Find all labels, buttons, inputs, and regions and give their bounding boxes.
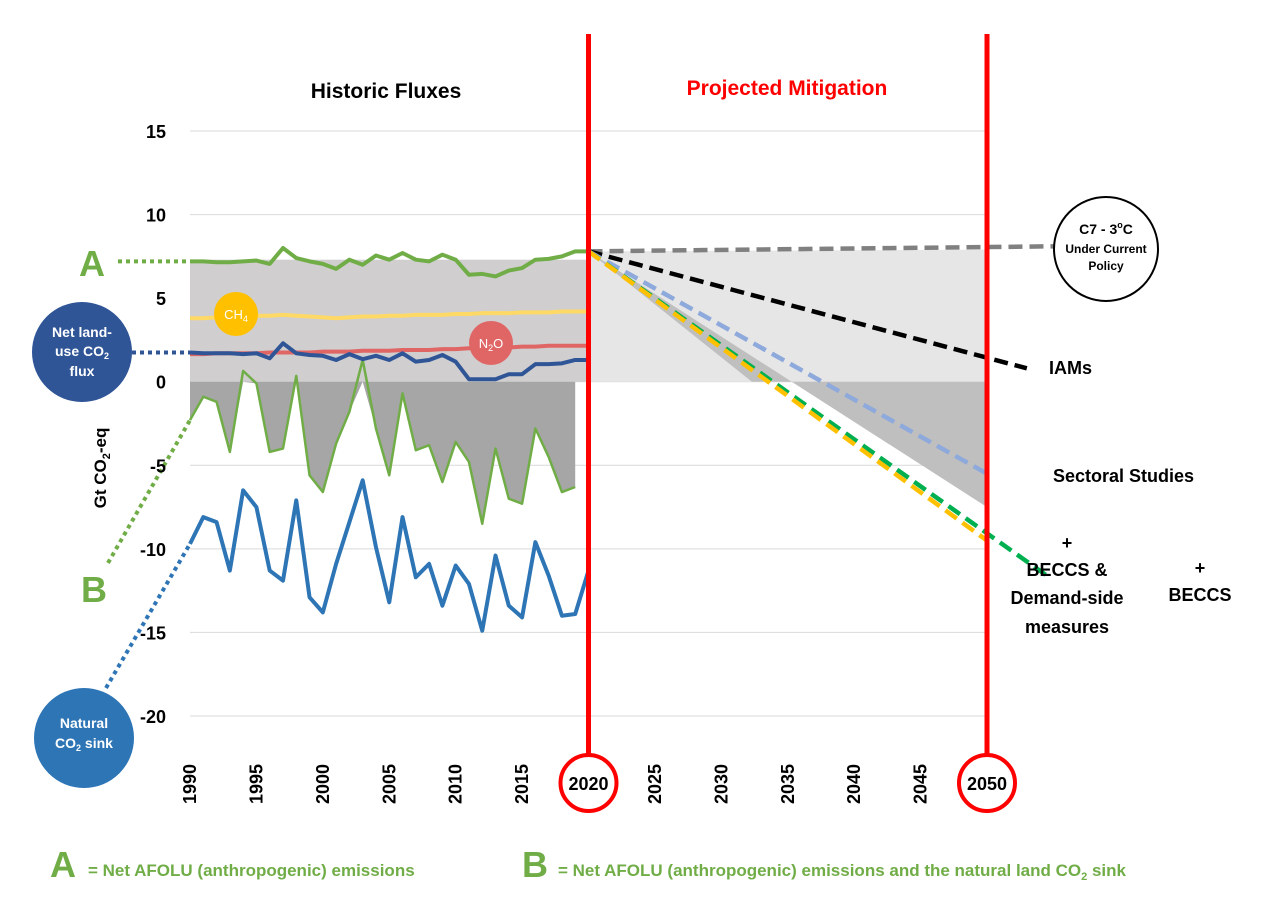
ytick-label-0: 0 <box>156 373 166 393</box>
projection-line-0 <box>588 244 1054 254</box>
highlight-circle-2020 <box>558 753 619 813</box>
xtick-label-2030: 2030 <box>711 764 731 804</box>
historic-heading: Historic Fluxes <box>311 80 462 103</box>
ytick-label-5: 5 <box>156 289 166 309</box>
connector-natural-sink <box>104 542 192 690</box>
legend-B-letter: B <box>522 844 548 885</box>
n2o-bubble-label: N2O <box>479 336 504 353</box>
beccs-ds-line1: BECCS & <box>1026 560 1107 580</box>
xtick-label-1995: 1995 <box>246 764 266 804</box>
xtick-label-2045: 2045 <box>911 764 931 804</box>
net-land-use-bubble <box>32 302 132 402</box>
historic-negative-area <box>190 381 576 524</box>
ytick-label--10: -10 <box>140 540 166 560</box>
beccs-plus: + <box>1195 558 1206 578</box>
highlight-circle-2050 <box>957 753 1017 813</box>
xtick-label-2005: 2005 <box>379 764 399 804</box>
sectoral-label: Sectoral Studies <box>1053 466 1194 486</box>
xtick-label-2010: 2010 <box>446 764 466 804</box>
xtick-label-2020: 2020 <box>568 774 608 794</box>
c7-bubble-label: C7 - 3oC Under Current Policy <box>1065 220 1146 273</box>
marker-B: B <box>81 569 107 610</box>
beccs-ds-line2: Demand-side <box>1010 588 1123 608</box>
projected-heading: Projected Mitigation <box>687 77 888 100</box>
legend-A-letter: A <box>50 844 76 885</box>
ytick-label--5: -5 <box>150 456 166 476</box>
ytick-label-10: 10 <box>146 206 166 226</box>
marker-A: A <box>79 243 105 284</box>
xtick-label-2015: 2015 <box>512 764 532 804</box>
ytick-label-15: 15 <box>146 122 166 142</box>
xtick-label-2040: 2040 <box>844 764 864 804</box>
projection-line-2 <box>587 249 989 476</box>
ch4-bubble <box>214 292 258 336</box>
natural-sink-bubble-label: Natural CO2 sink <box>55 715 113 753</box>
projection-layer <box>586 34 1054 756</box>
legend-A-text: = Net AFOLU (anthropogenic) emissions <box>88 861 415 880</box>
ytick-label--20: -20 <box>140 707 166 727</box>
series-net-afolu-plus-sink <box>188 358 576 526</box>
projection-line-4 <box>587 249 989 543</box>
projected-policy-band <box>588 249 987 382</box>
n2o-bubble <box>469 321 513 365</box>
projection-line-1 <box>587 249 1028 371</box>
iams-label: IAMs <box>1049 358 1092 378</box>
xtick-label-2000: 2000 <box>313 764 333 804</box>
c7-bubble <box>1053 196 1159 302</box>
connector-B <box>106 419 192 564</box>
beccs-label: BECCS <box>1168 585 1231 605</box>
beccs-ds-line3: measures <box>1025 617 1109 637</box>
label-layer: -20 -15 -10 -5 0 5 10 15 1990 1995 2000 2005 2010 201… <box>140 122 1017 813</box>
natural-sink-bubble <box>34 688 134 788</box>
net-land-use-bubble-label: Net land-use CO2 flux <box>52 324 112 379</box>
xtick-label-2035: 2035 <box>778 764 798 804</box>
projected-mitigation-wedge <box>588 251 987 508</box>
xtick-label-2025: 2025 <box>645 764 665 804</box>
legend-B-text: = Net AFOLU (anthropogenic) emissions an… <box>558 861 1127 883</box>
ytick-label--15: -15 <box>140 623 166 643</box>
series-net-afolu <box>190 246 589 279</box>
y-axis-label: Gt CO2-eq <box>91 428 113 509</box>
beccs-ds-plus: + <box>1062 533 1073 553</box>
series-natural-co2-sink <box>188 478 591 633</box>
xtick-label-1990: 1990 <box>180 764 200 804</box>
series-net-land-use-co2 <box>189 341 589 382</box>
ch4-bubble-label: CH4 <box>224 307 248 324</box>
xtick-label-2050: 2050 <box>967 774 1007 794</box>
